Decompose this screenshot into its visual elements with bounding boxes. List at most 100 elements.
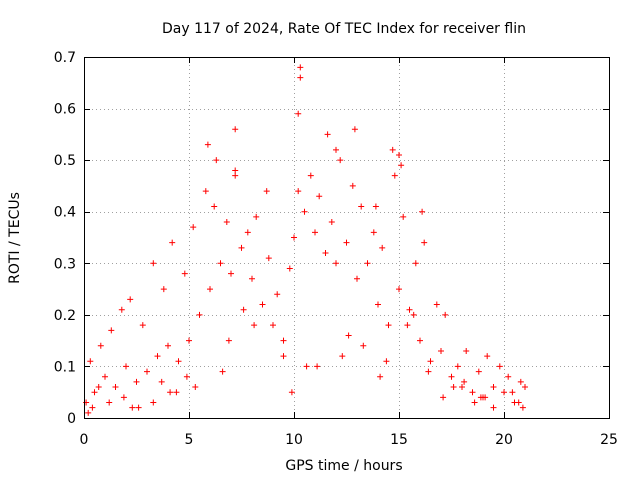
data-point — [417, 337, 423, 344]
data-point — [259, 301, 266, 308]
data-point — [383, 358, 390, 365]
data-point — [291, 234, 297, 241]
data-point — [144, 368, 150, 375]
data-point — [461, 378, 468, 385]
data-point — [135, 404, 142, 411]
data-point — [400, 213, 407, 220]
data-point — [217, 260, 224, 267]
x-tick-label: 15 — [390, 432, 408, 448]
data-point — [213, 157, 220, 164]
data-point — [139, 322, 146, 329]
data-point — [427, 358, 434, 365]
data-point — [297, 64, 304, 71]
data-point — [349, 182, 356, 189]
x-tick-label: 10 — [285, 432, 303, 448]
data-point — [288, 389, 295, 396]
data-point — [442, 311, 449, 318]
data-point — [316, 193, 323, 200]
data-point — [240, 306, 247, 313]
data-point — [410, 311, 417, 318]
data-point — [186, 337, 192, 344]
data-point — [263, 188, 270, 195]
x-tick-label: 5 — [185, 432, 194, 448]
data-point — [509, 389, 516, 396]
data-point — [123, 363, 129, 370]
data-point — [97, 342, 104, 349]
data-point — [150, 260, 157, 267]
data-point — [339, 353, 346, 360]
data-point — [232, 126, 239, 133]
data-point — [475, 368, 482, 375]
data-point — [95, 384, 102, 391]
data-point — [295, 110, 302, 117]
data-point — [385, 322, 392, 329]
data-point — [158, 378, 165, 385]
data-point — [375, 301, 381, 308]
axis-ticks — [84, 57, 610, 419]
data-point — [370, 229, 377, 236]
data-point — [280, 353, 287, 360]
data-point — [391, 172, 398, 179]
data-point — [377, 373, 384, 380]
data-point — [127, 296, 134, 303]
data-point — [253, 213, 260, 220]
data-point — [173, 389, 180, 396]
chart-title: Day 117 of 2024, Rate Of TEC Index for r… — [162, 21, 526, 37]
data-points — [83, 64, 528, 416]
x-tick-label: 20 — [495, 432, 513, 448]
data-point — [225, 337, 232, 344]
data-point — [154, 353, 161, 360]
x-tick-label: 25 — [600, 432, 618, 448]
data-point — [324, 131, 331, 138]
data-point — [396, 286, 402, 293]
data-point — [484, 353, 491, 360]
data-point — [450, 384, 457, 391]
data-point — [85, 409, 92, 416]
data-point — [232, 167, 239, 174]
data-point — [91, 389, 98, 396]
data-point — [303, 363, 310, 370]
y-tick-labels: 0 0.1 0.2 0.3 0.4 0.5 0.6 0.7 — [54, 50, 76, 427]
data-point — [219, 368, 226, 375]
data-point — [249, 275, 255, 282]
data-point — [354, 275, 360, 282]
y-tick-label: 0.3 — [54, 256, 76, 272]
y-tick-label: 0 — [67, 411, 76, 427]
data-point — [169, 239, 176, 246]
data-point — [314, 363, 321, 370]
data-point — [333, 260, 339, 267]
data-point — [238, 244, 245, 251]
data-point — [280, 337, 287, 344]
data-point — [333, 146, 339, 153]
data-point — [297, 74, 304, 81]
data-point — [496, 363, 503, 370]
data-point — [459, 384, 465, 391]
grid-lines — [84, 57, 609, 418]
data-point — [118, 306, 125, 313]
data-point — [421, 239, 428, 246]
data-point — [406, 306, 413, 313]
y-tick-label: 0.2 — [54, 308, 76, 324]
x-tick-label: 0 — [80, 432, 89, 448]
data-point — [343, 239, 350, 246]
data-point — [265, 255, 272, 262]
data-point — [295, 188, 302, 195]
data-point — [87, 358, 94, 365]
data-point — [196, 311, 203, 318]
data-point — [167, 389, 174, 396]
data-point — [175, 358, 182, 365]
data-point — [379, 244, 386, 251]
data-point — [463, 347, 470, 354]
data-point — [286, 265, 293, 272]
data-point — [372, 203, 379, 210]
data-point — [471, 399, 478, 406]
data-point — [165, 342, 171, 349]
data-point — [192, 384, 199, 391]
data-point — [351, 126, 358, 133]
data-point — [396, 151, 402, 158]
data-point — [505, 373, 512, 380]
data-point — [301, 208, 308, 215]
data-point — [108, 327, 115, 334]
data-point — [412, 260, 419, 267]
data-point — [106, 399, 113, 406]
